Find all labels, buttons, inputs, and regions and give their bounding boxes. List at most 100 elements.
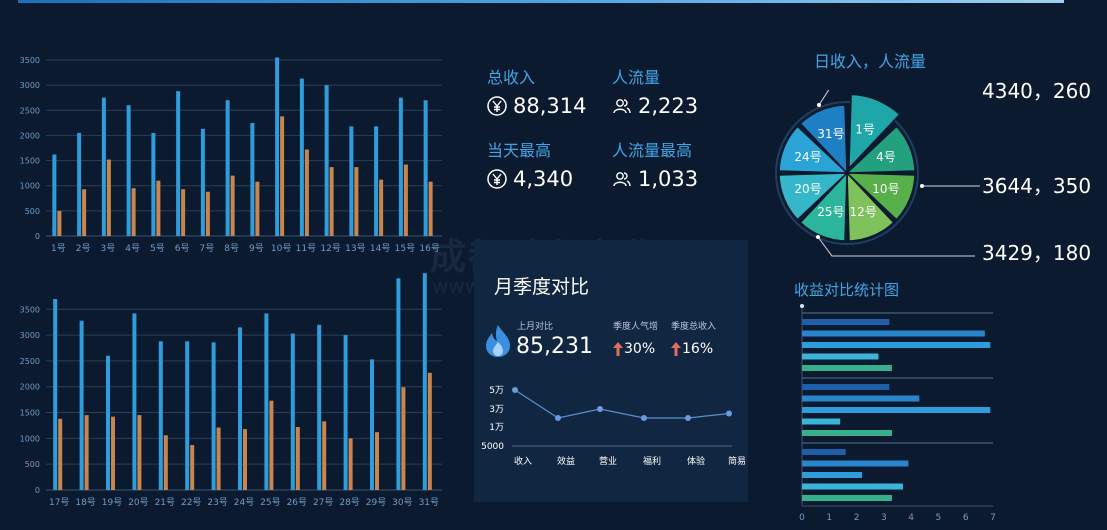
y-tick-label: 1500 (20, 409, 40, 418)
last-month-label: 上月对比 (517, 322, 554, 332)
x-tick-label: 17号 (49, 497, 69, 508)
x-tick-label: 20号 (128, 497, 148, 508)
pie-callout-2: 3644，350 (982, 174, 1092, 198)
x-tick-label: 0 (799, 513, 805, 523)
bar-series-2 (190, 445, 195, 490)
hbar (802, 472, 863, 478)
leader-line (818, 90, 830, 106)
y-tick-label: 500 (25, 460, 40, 469)
y-tick-label: 3500 (20, 56, 40, 65)
x-tick-label: 28号 (339, 497, 359, 508)
x-tick-label: 2号 (76, 243, 91, 254)
leader-dot (816, 235, 820, 239)
leader-dot (920, 184, 924, 188)
bar-series-1 (225, 100, 230, 236)
bar-series-2 (428, 181, 433, 236)
line-point (597, 406, 603, 412)
x-tick-label: 1 (826, 513, 832, 523)
pie-slice (778, 125, 849, 174)
total-income-stat: 88,314 (487, 94, 586, 118)
hbar (802, 407, 991, 413)
bar-series-1 (77, 132, 82, 236)
income-compare-hbar-chart: 0 1 2 3 4 5 6 7 (799, 304, 996, 523)
bar-series-2 (82, 189, 87, 236)
pie-slice (778, 172, 849, 221)
bar-series-2 (269, 400, 274, 490)
x-tick-label: 2 (854, 513, 860, 523)
bar-series-2 (84, 415, 89, 490)
bar-series-2 (230, 175, 235, 236)
bar-series-1 (422, 273, 427, 490)
bar-series-1 (101, 97, 106, 236)
line-point (726, 410, 732, 417)
bar-series-1 (275, 57, 280, 236)
day-high-label: 当天最高 (487, 141, 552, 160)
x-tick-label: 4 (908, 513, 914, 523)
arrow-up-icon (613, 342, 623, 356)
x-tick-label: 3号 (101, 243, 116, 254)
yuan-icon (487, 169, 507, 189)
bar-series-1 (343, 335, 348, 490)
day-high-stat: 4,340 (487, 167, 573, 191)
hbar (802, 495, 893, 501)
x-tick-label: 14号 (370, 243, 390, 254)
axis-dot (800, 304, 804, 308)
last-month-value: 85,231 (516, 334, 593, 359)
x-tick-label: 简易 (728, 455, 746, 467)
bar-series-2 (403, 164, 408, 236)
arrow-up-icon (671, 342, 681, 356)
pie-slice (799, 104, 848, 175)
pie-slice (845, 172, 916, 221)
x-tick-label: 7 (990, 513, 996, 523)
x-tick-label: 22号 (181, 497, 201, 508)
x-tick-label: 24号 (234, 497, 254, 508)
y-tick-label: 1000 (20, 182, 40, 191)
bar-series-2 (156, 180, 161, 236)
traffic-high-stat: 1,033 (612, 167, 698, 191)
bar-series-1 (423, 100, 428, 236)
line-point (641, 415, 647, 421)
x-tick-label: 5 (936, 513, 942, 523)
bar-series-1 (185, 341, 190, 490)
bar-series-1 (200, 128, 205, 236)
x-tick-label: 13号 (345, 243, 365, 254)
daily-bar-chart-2: 0 500 1000 1500 2000 2500 3000 3500 17号 18号 19号 20号… (20, 273, 442, 508)
pie-slice-label: 12号 (849, 205, 876, 219)
bar-series-1 (126, 105, 131, 236)
bar-series-1 (299, 78, 304, 236)
y-tick-label: 2000 (20, 131, 40, 140)
hbar (802, 418, 841, 425)
daily-bar-chart-1: 0 500 1000 1500 2000 2500 3000 3500 1号 2号 3号 4号 5号 6号… (20, 56, 442, 254)
hbar (802, 395, 920, 402)
y-tick-label: 5000 (481, 442, 504, 452)
pie-slice-label: 24号 (794, 150, 821, 164)
y-tick-label: 0 (35, 486, 40, 495)
monthly-compare-title: 月季度对比 (494, 276, 590, 298)
x-tick-label: 31号 (419, 497, 439, 508)
users-icon (613, 172, 631, 187)
pie-slice-label: 31号 (817, 127, 844, 141)
x-tick-label: 23号 (207, 497, 227, 508)
hbar (802, 330, 985, 337)
x-tick-label: 19号 (102, 497, 122, 508)
x-tick-label: 15号 (395, 243, 415, 254)
pie-ring (775, 101, 919, 245)
season-pop-value: 30% (624, 341, 656, 357)
y-tick-label: 3万 (489, 405, 504, 415)
bar-series-2 (427, 372, 432, 490)
season-income-label: 季度总收入 (671, 322, 717, 332)
pie-slice (848, 93, 901, 171)
y-tick-label: 3000 (20, 331, 40, 340)
y-tick-label: 2500 (20, 106, 40, 115)
bar-series-2 (205, 191, 210, 236)
total-income-value: 88,314 (513, 94, 587, 118)
bar-series-1 (211, 342, 216, 490)
total-income-label: 总收入 (487, 68, 536, 87)
x-tick-label: 10号 (271, 243, 291, 254)
bar-series-1 (398, 97, 403, 236)
hbar (802, 319, 890, 325)
x-tick-label: 收入 (514, 455, 532, 467)
season-income-value: 16% (682, 341, 714, 357)
